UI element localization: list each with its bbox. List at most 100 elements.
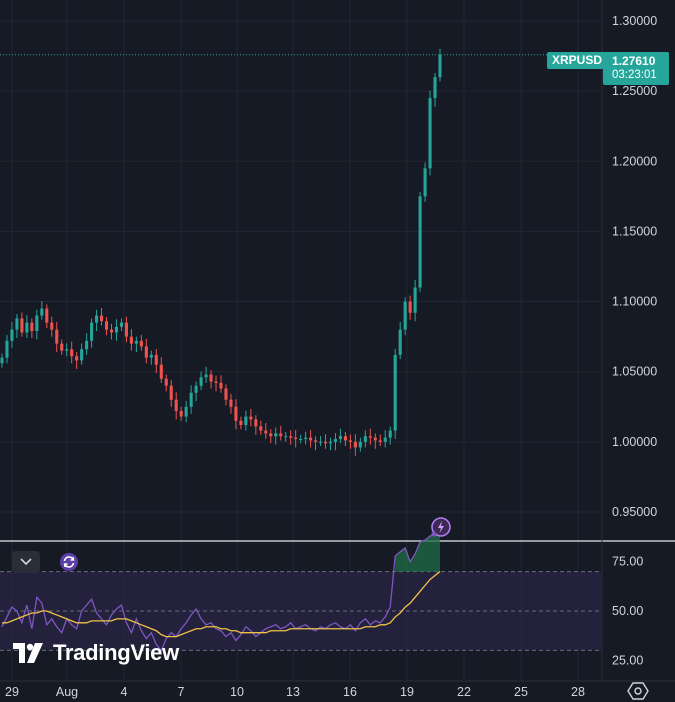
price-tick-label: 1.00000: [612, 435, 657, 449]
candle-body: [309, 437, 313, 441]
rsi-axis: 75.00 50.00 25.00: [612, 555, 643, 668]
chevron-down-icon: [20, 558, 32, 566]
candle-body: [60, 343, 64, 351]
candle-body: [204, 374, 208, 378]
candle-body: [189, 392, 193, 407]
candle-body: [25, 322, 29, 333]
time-tick-label: 28: [571, 685, 585, 699]
price-tick-label: 1.20000: [612, 154, 657, 168]
candle-body: [323, 441, 328, 444]
candle-body: [85, 340, 89, 350]
candle-body: [314, 440, 318, 442]
candle-body: [388, 430, 392, 438]
candle-body: [174, 399, 178, 411]
candle-body: [114, 326, 119, 333]
symbol-label: XRPUSD: [547, 52, 608, 69]
candle-body: [279, 433, 283, 437]
time-tick-label: 7: [178, 685, 185, 699]
tradingview-logo-icon: [13, 643, 43, 663]
candle-body: [224, 388, 228, 400]
candle-body: [219, 382, 223, 389]
time-tick-label: 25: [514, 685, 528, 699]
candle-body: [70, 349, 74, 357]
candle-body: [274, 433, 278, 437]
candle-body: [343, 436, 347, 441]
rsi-line: [1, 531, 441, 652]
candle-body: [319, 441, 323, 443]
tradingview-logo: TradingView: [13, 640, 179, 666]
collapse-pane-button[interactable]: [12, 551, 40, 573]
time-axis: 29 Aug 4 7 10 13 16 19 22 25 28: [5, 685, 585, 699]
candle-body: [333, 439, 338, 442]
candle-body: [229, 399, 233, 407]
candle-body: [353, 441, 357, 448]
rsi-pane: [1, 531, 441, 652]
lightning-icon[interactable]: [428, 516, 452, 540]
candle-body: [328, 441, 333, 444]
candle-body: [428, 98, 432, 169]
candle-body: [104, 321, 109, 330]
candle-body: [408, 301, 412, 313]
candle-body: [100, 315, 104, 322]
candle-body: [30, 322, 34, 332]
candle-body: [438, 54, 442, 78]
candle-body: [398, 329, 402, 355]
rsi-tick-label: 25.00: [612, 653, 643, 667]
candle-body: [403, 301, 407, 330]
candle-body: [199, 377, 203, 386]
candle-body: [254, 419, 258, 427]
candle-body: [0, 357, 4, 364]
refresh-cycle-icon[interactable]: [59, 552, 79, 572]
candle-body: [393, 354, 397, 431]
candle-body: [259, 426, 263, 431]
candle-body: [15, 318, 19, 330]
candle-body: [373, 437, 377, 441]
candle-body: [119, 322, 123, 327]
price-axis: 1.30000 1.25000 1.20000 1.15000 1.10000 1.050…: [612, 14, 657, 519]
candle-body: [109, 329, 114, 333]
candle-body: [413, 287, 417, 313]
candle-body: [75, 356, 79, 361]
candle-body: [149, 354, 153, 358]
candle-body: [214, 381, 218, 383]
candle-body: [154, 354, 158, 365]
candle-body: [129, 336, 133, 344]
rsi-overbought-fill: [395, 532, 440, 572]
time-tick-label: 19: [400, 685, 414, 699]
candle-body: [10, 329, 14, 341]
candle-body: [348, 440, 352, 442]
candle-body: [418, 196, 422, 288]
settings-icon[interactable]: [627, 681, 649, 701]
rsi-tick-label: 75.00: [612, 555, 643, 569]
time-tick-label: Aug: [56, 685, 78, 699]
rsi-ma-line: [2, 571, 441, 638]
candle-body: [209, 374, 213, 382]
candle-body: [95, 315, 99, 323]
candle-body: [269, 433, 273, 437]
price-tick-label: 0.95000: [612, 505, 657, 519]
candle-body: [239, 420, 243, 425]
candle-body: [45, 308, 49, 323]
candle-body: [50, 322, 54, 330]
candle-body: [234, 406, 238, 421]
candle-body: [194, 385, 198, 393]
price-tick-label: 1.25000: [612, 84, 657, 98]
price-tick-label: 1.30000: [612, 14, 657, 28]
candles: [0, 48, 601, 456]
candle-body: [134, 340, 138, 344]
candle-body: [299, 439, 303, 441]
logo-text: TradingView: [53, 640, 179, 665]
rsi-band-fill: [0, 571, 601, 651]
last-price-badge: 1.27610 03:23:01: [603, 52, 669, 85]
candle-body: [249, 416, 253, 420]
candle-body: [368, 436, 372, 438]
time-tick-label: 22: [457, 685, 471, 699]
candle-body: [264, 430, 268, 434]
candle-body: [383, 437, 387, 442]
candle-body: [90, 322, 94, 341]
candle-body: [363, 436, 367, 442]
candle-body: [65, 349, 69, 351]
price-tick-label: 1.10000: [612, 295, 657, 309]
candle-body: [124, 322, 128, 337]
